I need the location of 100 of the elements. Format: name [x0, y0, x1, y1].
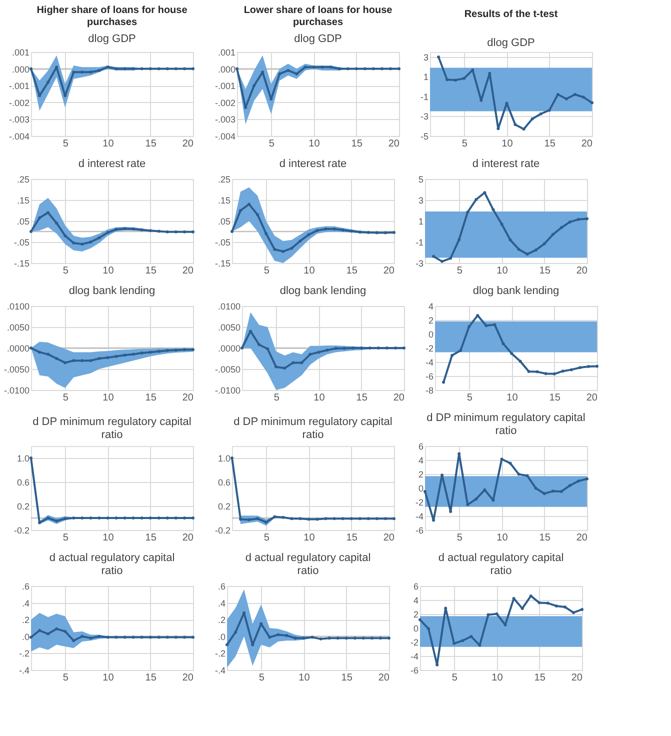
x-tick-label: 15 — [549, 392, 561, 404]
y-tick-label: .0100 — [218, 302, 240, 312]
x-tick-label: 5 — [466, 392, 473, 404]
chart-title: d actual regulatory capital ratio — [438, 552, 564, 577]
x-tick-label: 5 — [264, 532, 270, 544]
y-tick-label: .4 — [218, 598, 226, 608]
x-tick-label: 20 — [576, 532, 588, 544]
y-tick-label: 0.6 — [218, 478, 230, 488]
chart-subtitle: dlog GDP — [88, 33, 136, 45]
x-tick-label: 15 — [346, 266, 358, 276]
chart-title: dlog bank lending — [472, 285, 560, 297]
y-tick-label: 0.6 — [16, 478, 30, 488]
y-tick-label: 1.0 — [16, 454, 30, 464]
x-tick-label: 5 — [62, 672, 69, 684]
y-tick-label: 1 — [418, 216, 424, 226]
y-tick-label: .0000 — [218, 344, 240, 354]
y-tick-label: 4 — [413, 596, 418, 606]
x-tick-label: 20 — [378, 672, 390, 684]
y-tick-label: .2 — [218, 615, 226, 626]
x-tick-label: 20 — [182, 266, 194, 276]
y-tick-label: -.003 — [214, 114, 236, 125]
y-tick-label: -.004 — [214, 132, 236, 142]
x-tick-label: 10 — [304, 266, 316, 276]
y-tick-label: -6 — [425, 372, 434, 382]
y-tick-label: .25 — [16, 174, 30, 184]
y-tick-label: 3 — [423, 52, 428, 62]
x-tick-label: 5 — [62, 266, 69, 276]
y-tick-label: -3 — [420, 112, 428, 122]
y-tick-label: -2 — [410, 638, 418, 648]
x-tick-label: 10 — [298, 672, 310, 684]
x-tick-label: 15 — [145, 672, 157, 684]
y-tick-label: 0.2 — [16, 502, 30, 512]
chart-title: d actual regulatory capital ratio — [49, 552, 175, 577]
x-tick-label: 5 — [62, 138, 69, 150]
x-tick-label: 15 — [341, 672, 353, 684]
y-tick-label: -.002 — [8, 98, 30, 108]
y-tick-label: -8 — [425, 386, 434, 396]
x-tick-label: 20 — [586, 392, 598, 404]
x-tick-label: 20 — [393, 392, 405, 404]
x-tick-label: 20 — [576, 266, 588, 276]
x-tick-label: 10 — [102, 266, 114, 276]
y-tick-label: 4 — [418, 456, 424, 466]
x-tick-label: 5 — [456, 266, 463, 276]
y-tick-label: .05 — [16, 216, 30, 226]
y-tick-label: -.4 — [214, 666, 226, 676]
y-tick-label: -.003 — [8, 114, 30, 125]
x-tick-label: 10 — [102, 392, 114, 404]
y-tick-label: 0.2 — [218, 502, 230, 512]
x-tick-label: 5 — [264, 266, 270, 276]
y-tick-label: -.0100 — [4, 386, 30, 396]
y-tick-label: .000 — [12, 64, 30, 74]
x-tick-label: 20 — [388, 138, 400, 150]
x-tick-label: 10 — [496, 266, 508, 276]
y-tick-label: -.0050 — [4, 364, 30, 374]
x-tick-label: 10 — [304, 532, 316, 544]
y-tick-label: -.05 — [14, 238, 30, 248]
y-tick-label: .000 — [218, 64, 236, 74]
chart-title: dlog bank lending — [280, 285, 366, 297]
chart-title: Higher share of loans for house purchases — [36, 5, 188, 28]
chart-title: d interest rate — [279, 158, 347, 170]
y-tick-label: 0 — [418, 484, 424, 494]
x-tick-label: 20 — [182, 138, 194, 150]
x-tick-label: 10 — [102, 672, 114, 684]
y-tick-label: -5 — [420, 132, 428, 142]
y-tick-label: -.4 — [18, 666, 30, 676]
y-tick-label: 2 — [428, 316, 434, 326]
x-tick-label: 5 — [268, 138, 275, 150]
y-tick-label: .001 — [218, 48, 236, 58]
x-tick-label: 5 — [62, 532, 69, 544]
y-tick-label: .001 — [12, 48, 30, 58]
x-tick-label: 20 — [571, 672, 583, 684]
y-tick-label: .25 — [218, 174, 230, 184]
y-tick-label: 2 — [413, 610, 418, 620]
y-tick-label: .6 — [22, 582, 30, 592]
chart-title: d interest rate — [472, 158, 540, 170]
x-tick-label: 15 — [539, 266, 551, 276]
x-tick-label: 15 — [145, 138, 157, 150]
y-tick-label: -4 — [425, 358, 434, 368]
x-tick-label: 10 — [308, 138, 320, 150]
y-tick-label: .0050 — [6, 322, 30, 332]
x-tick-label: 15 — [145, 266, 157, 276]
x-tick-label: 20 — [182, 672, 194, 684]
chart-subtitle: dlog GDP — [487, 37, 535, 49]
x-tick-label: 15 — [539, 532, 551, 544]
y-tick-label: .0050 — [218, 322, 240, 332]
chart-title: d DP minimum regulatory capital ratio — [426, 412, 586, 437]
y-tick-label: .0 — [22, 632, 30, 642]
chart-title: Lower share of loans for house purchases — [244, 5, 393, 28]
x-tick-label: 20 — [182, 532, 194, 544]
x-tick-label: 10 — [314, 392, 326, 404]
y-tick-label: .6 — [218, 582, 226, 592]
y-tick-label: -6 — [415, 526, 424, 536]
chart-title: d DP minimum regulatory capital ratio — [234, 416, 392, 441]
y-tick-label: .2 — [22, 615, 30, 626]
y-tick-label: .0 — [218, 632, 226, 642]
x-tick-label: 5 — [62, 392, 69, 404]
y-tick-label: -.2 — [18, 648, 30, 659]
x-tick-label: 20 — [383, 266, 395, 276]
y-tick-label: 6 — [413, 582, 418, 592]
y-tick-label: -2 — [415, 498, 424, 508]
